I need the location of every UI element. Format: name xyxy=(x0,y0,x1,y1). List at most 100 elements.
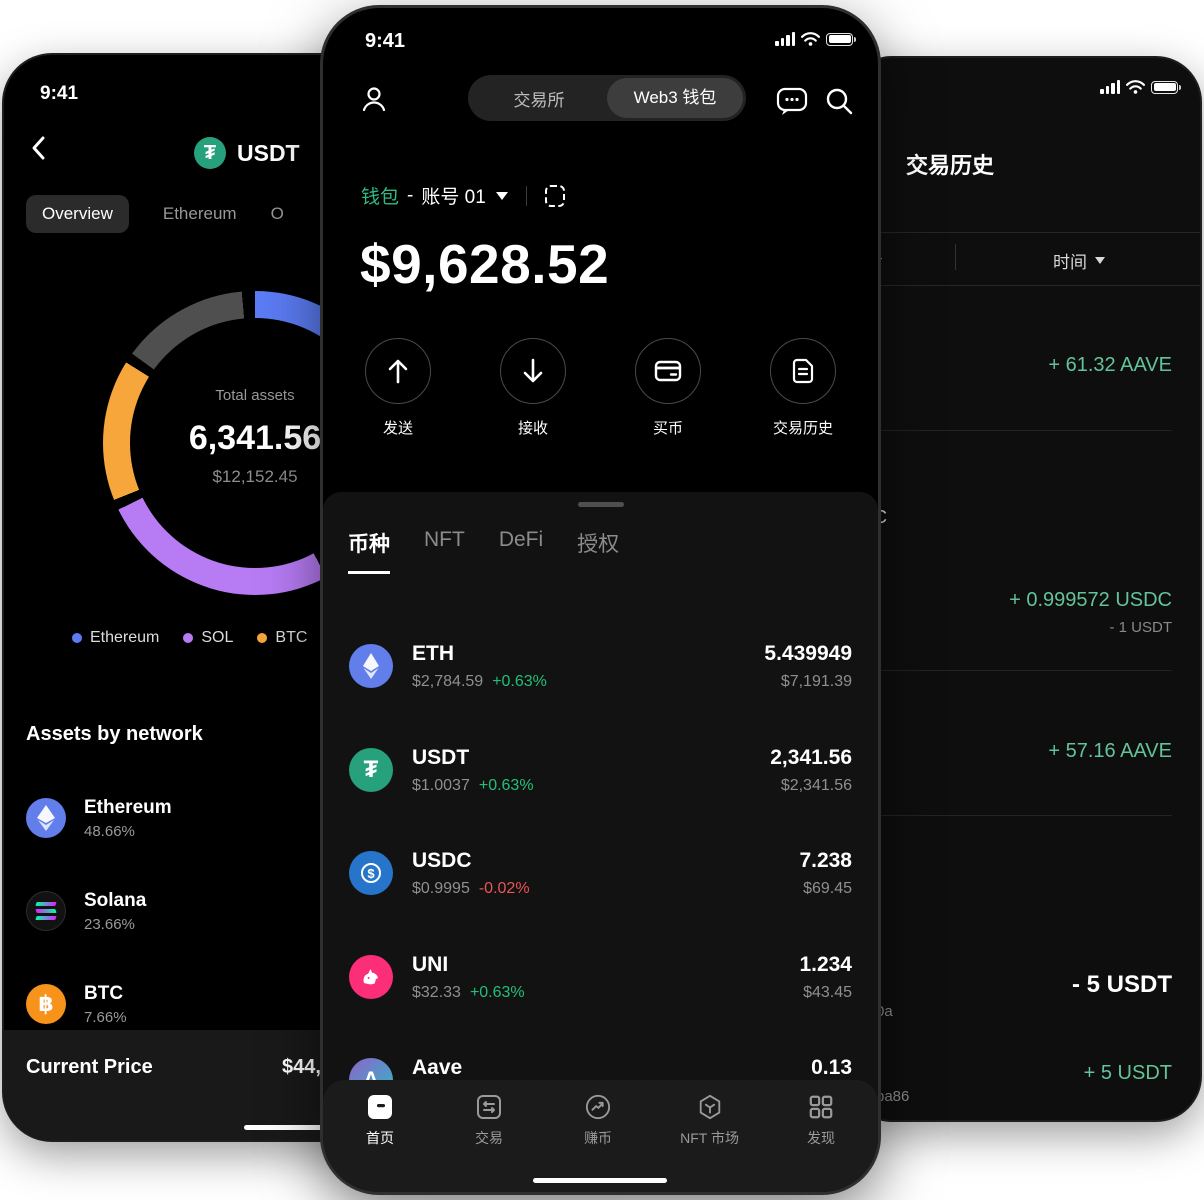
token-change: +0.63% xyxy=(492,672,547,690)
arrow-up-icon xyxy=(365,338,431,404)
signal-icon xyxy=(775,32,795,46)
tab-coins[interactable]: 币种 xyxy=(348,528,390,574)
receive-button[interactable]: 接收 xyxy=(487,338,579,438)
tx-history-title: 交易历史 xyxy=(906,153,995,178)
signal-icon xyxy=(1100,80,1120,94)
asset-sheet xyxy=(323,492,878,1192)
total-assets-label: Total assets xyxy=(215,387,295,404)
center-phone: 9:41 交易所 Web3 钱包 xyxy=(323,8,878,1192)
token-row-eth[interactable]: ETH $2,784.59 +0.63% 5.439949 $7,191.39 xyxy=(349,620,852,712)
search-icon xyxy=(826,88,853,115)
token-row-usdt[interactable]: ₮ USDT $1.0037 +0.63% 2,341.56 $2,341.56 xyxy=(349,724,852,816)
buy-crypto-button[interactable]: 买币 xyxy=(622,338,714,438)
person-icon xyxy=(362,87,386,112)
legend-btc: BTC xyxy=(257,629,307,647)
tx-row-3-amount[interactable]: + 57.16 AAVE xyxy=(1048,740,1172,762)
divider xyxy=(525,185,527,206)
token-row-uni[interactable]: UNI $32.33 +0.63% 1.234 $43.45 xyxy=(349,931,852,1023)
btc-icon: ฿ xyxy=(26,984,66,1024)
chevron-down-icon xyxy=(495,191,508,200)
tab-ethereum[interactable]: Ethereum xyxy=(162,204,237,223)
network-row-btc[interactable]: ฿ BTC 7.66% xyxy=(26,974,326,1034)
battery-icon xyxy=(826,32,856,46)
current-price-label: Current Price xyxy=(26,1056,153,1078)
token-change: +0.63% xyxy=(469,983,525,1001)
chat-button[interactable] xyxy=(776,86,808,121)
back-button[interactable] xyxy=(28,135,50,166)
arrow-down-icon xyxy=(500,338,566,404)
center-status-icons xyxy=(775,32,856,46)
tx-history-button[interactable]: 交易历史 xyxy=(757,338,849,438)
token-price: $32.33 xyxy=(412,983,461,1001)
right-phone: 交易历史 时间 + 61.32 AAVE ) C + 0.999572 USDC… xyxy=(848,58,1200,1120)
tx-row-1-amount[interactable]: + 61.32 AAVE xyxy=(1048,354,1172,376)
assets-by-network-title: Assets by network xyxy=(26,723,203,745)
left-tabs: Overview Ethereum O xyxy=(26,195,284,233)
send-button[interactable]: 发送 xyxy=(352,338,444,438)
token-price: $0.9995 xyxy=(412,879,470,897)
tx-row-4-amount[interactable]: - 5 USDT xyxy=(1071,971,1172,998)
network-row-solana[interactable]: Solana 23.66% xyxy=(26,881,326,941)
search-button[interactable] xyxy=(824,86,854,121)
nav-trade[interactable]: 交易 xyxy=(462,1094,516,1192)
center-status-time: 9:41 xyxy=(365,30,406,52)
right-status-icons xyxy=(1100,80,1181,94)
legend-sol: SOL xyxy=(183,629,233,647)
uni-icon xyxy=(349,955,393,999)
home-indicator xyxy=(533,1178,667,1183)
network-row-ethereum[interactable]: Ethereum 48.66% xyxy=(26,788,326,848)
total-assets-value: 6,341.56 xyxy=(188,419,322,457)
tab-third[interactable]: O xyxy=(270,204,284,223)
token-row-usdc[interactable]: $ USDC $0.9995 -0.02% 7.238 $69.45 xyxy=(349,827,852,919)
battery-icon xyxy=(1151,80,1181,94)
segment-web3-wallet[interactable]: Web3 钱包 xyxy=(607,78,743,118)
bottom-nav: 首页 交易 赚币 xyxy=(323,1080,878,1192)
tx-divider xyxy=(868,670,1172,671)
tab-overview[interactable]: Overview xyxy=(26,195,129,233)
chat-icon xyxy=(776,87,808,115)
time-filter[interactable]: 时间 xyxy=(1053,248,1105,273)
tx-row-2-sub: - 1 USDT xyxy=(1109,619,1172,636)
drag-handle[interactable] xyxy=(578,502,624,507)
tx-fragment-4: ba86 xyxy=(876,1088,910,1105)
profile-button[interactable] xyxy=(359,84,389,119)
total-assets-fiat: $12,152.45 xyxy=(212,467,298,486)
nav-nft-market[interactable]: NFT 市场 xyxy=(680,1094,739,1192)
filter-divider xyxy=(955,244,956,270)
total-balance: $9,628.52 xyxy=(360,233,610,295)
scan-icon[interactable] xyxy=(544,184,565,207)
legend-dot-sol xyxy=(183,633,194,643)
left-status-time: 9:41 xyxy=(40,83,79,104)
legend-ethereum: Ethereum xyxy=(72,629,159,647)
tab-defi[interactable]: DeFi xyxy=(498,528,544,551)
tx-row-2-amount[interactable]: + 0.999572 USDC xyxy=(1009,589,1172,611)
segment-exchange[interactable]: 交易所 xyxy=(513,90,565,110)
home-indicator xyxy=(244,1125,394,1130)
usdc-icon: $ xyxy=(349,851,393,895)
solana-icon xyxy=(26,891,66,931)
account-label: 账号 01 xyxy=(421,187,486,208)
wallet-separator: - xyxy=(407,184,414,206)
card-icon xyxy=(635,338,701,404)
document-icon xyxy=(770,338,836,404)
legend-dot-btc xyxy=(257,633,268,643)
grid-icon xyxy=(809,1095,833,1119)
tx-divider xyxy=(868,815,1172,816)
nav-home[interactable]: 首页 xyxy=(353,1094,407,1192)
token-price: $2,784.59 xyxy=(412,672,484,690)
tab-nft[interactable]: NFT xyxy=(424,528,465,551)
tx-row-5-amount[interactable]: + 5 USDT xyxy=(1083,1062,1172,1084)
account-selector[interactable]: 钱包 - 账号 01 xyxy=(361,182,565,209)
donut-center: Total assets 6,341.56 $12,152.45 xyxy=(103,291,407,595)
nav-earn[interactable]: 赚币 xyxy=(571,1094,625,1192)
tab-approvals[interactable]: 授权 xyxy=(577,533,620,556)
nav-discover[interactable]: 发现 xyxy=(794,1094,848,1192)
chevron-left-icon xyxy=(32,136,45,160)
legend-dot-ethereum xyxy=(72,633,82,643)
chart-legend: Ethereum SOL BTC xyxy=(72,629,307,647)
token-change: -0.02% xyxy=(478,879,530,897)
ethereum-icon xyxy=(26,798,66,838)
wifi-icon xyxy=(801,32,820,46)
token-page-title: ₮ USDT xyxy=(194,137,300,169)
